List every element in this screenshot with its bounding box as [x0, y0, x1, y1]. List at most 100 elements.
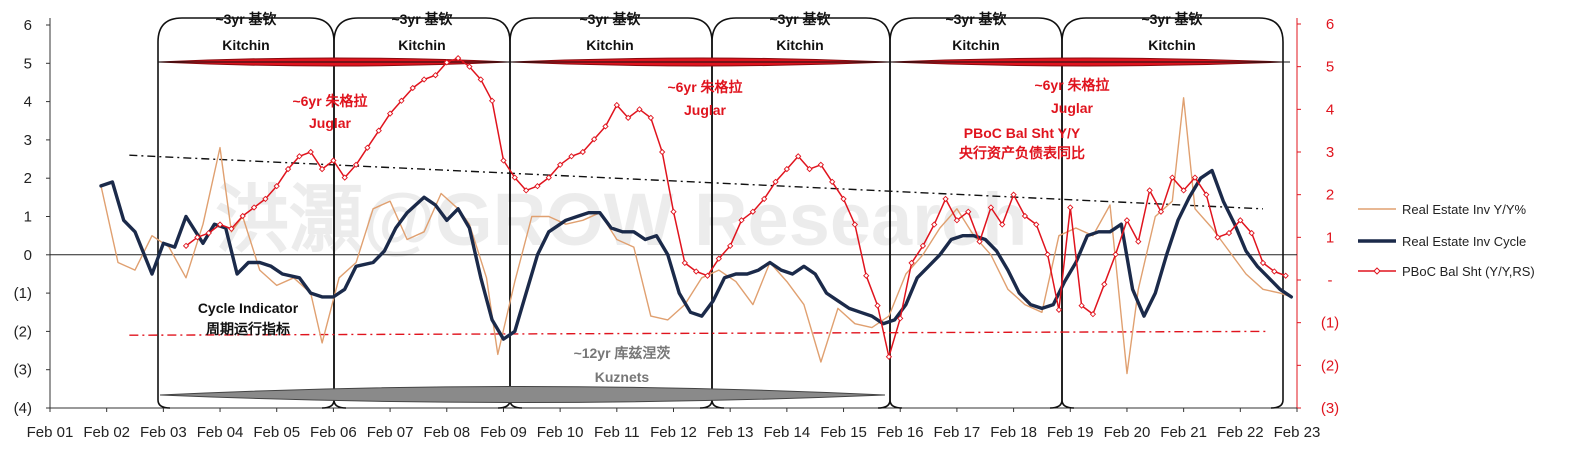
cycle-baseline [129, 330, 1269, 336]
kitchin-label-top: ~3yr 基钦 [945, 11, 1006, 27]
kitchin-box-corner [1049, 399, 1063, 409]
pboc-point [693, 268, 700, 275]
x-tick-label: Feb 14 [764, 424, 811, 441]
pboc-point [1078, 302, 1085, 309]
pboc-point [273, 182, 280, 190]
pboc-point [613, 101, 620, 109]
pboc-point [579, 148, 586, 156]
pboc-point [1225, 229, 1233, 237]
pboc-point [874, 302, 881, 309]
pboc-point [659, 148, 666, 156]
pboc-point [500, 157, 507, 164]
pboc-point [670, 208, 677, 215]
pboc-point [976, 238, 983, 245]
pboc-point [443, 59, 450, 66]
pboc-point [1282, 272, 1289, 279]
kitchin-box [889, 17, 1063, 400]
pboc-point [1055, 306, 1063, 314]
x-tick-label: Feb 22 [1217, 424, 1264, 441]
pboc-point [1237, 217, 1244, 224]
pboc-point [1123, 217, 1131, 224]
pboc-point [466, 63, 473, 70]
kitchin-label-bottom: Kitchin [1148, 37, 1195, 53]
kitchin-box [333, 17, 511, 400]
right-tick-label: - [1328, 272, 1333, 289]
pboc-point [284, 165, 292, 173]
kitchin-box-corner [699, 399, 713, 409]
cycle-indicator-en: Cycle Indicator [198, 300, 299, 316]
pboc-point [602, 123, 609, 130]
pboc-point [375, 127, 382, 134]
series-pboc-bal-sht [185, 57, 1287, 358]
pboc-point [1157, 208, 1165, 215]
pboc-point [386, 110, 394, 117]
kitchin-label-top: ~3yr 基钦 [215, 11, 276, 27]
right-tick-label: 5 [1326, 59, 1334, 76]
left-tick-label: 1 [24, 209, 32, 226]
pboc-label-cn: 央行资产负债表同比 [959, 145, 1085, 161]
pboc-point [432, 72, 439, 79]
pboc-point [228, 225, 235, 232]
kitchin-label-top: ~3yr 基钦 [1141, 11, 1202, 27]
x-tick-label: Feb 20 [1104, 424, 1151, 441]
axes: 6 5 4 3 2 1 0 (1) (2) (3) (4) 6 5 4 3 2 1 - (1) (2) (3) Feb 0… [14, 16, 1340, 441]
pboc-point [534, 182, 541, 190]
legend-label: Real Estate Inv Cycle [1402, 234, 1526, 249]
pboc-point [761, 195, 768, 203]
x-tick-label: Feb 12 [650, 424, 697, 441]
x-tick-label: Feb 11 [594, 424, 640, 441]
pboc-point [942, 195, 949, 203]
legend-marker [1373, 267, 1381, 275]
pboc-point [556, 161, 564, 168]
x-tick-label: Feb 09 [480, 424, 527, 441]
kitchin-box-corner [711, 399, 725, 409]
legend: Real Estate Inv Y/Y% Real Estate Inv Cycl… [1358, 202, 1535, 279]
right-tick-label: 6 [1326, 16, 1334, 33]
kuznets-label-bottom: Kuznets [595, 369, 650, 385]
pboc-point [840, 195, 847, 203]
pboc-point [1248, 229, 1255, 237]
pboc-point [738, 217, 745, 224]
x-tick-label: Feb 13 [707, 424, 754, 441]
pboc-point [1169, 174, 1176, 181]
pboc-point [454, 54, 462, 62]
pboc-point [851, 221, 859, 228]
x-tick-label: Feb 07 [367, 424, 414, 441]
watermark-text: 洪灝@GROW Research [215, 178, 1027, 261]
watermark: 洪灝@GROW Research [215, 178, 1027, 261]
x-tick-label: Feb 01 [27, 424, 74, 441]
pboc-point [409, 84, 416, 92]
pboc-point [727, 242, 734, 250]
pboc-point [398, 97, 405, 104]
pboc-point [863, 272, 870, 279]
kitchin-label-bottom: Kitchin [586, 37, 633, 53]
pboc-point [341, 174, 348, 181]
kitchin-box [509, 17, 713, 400]
pboc-point [1010, 191, 1017, 198]
kitchin-box-corner [157, 399, 171, 409]
pboc-point [262, 195, 269, 203]
kitchin-label-top: ~3yr 基钦 [769, 11, 830, 27]
pboc-point [545, 174, 552, 181]
pboc-point [1271, 268, 1278, 275]
pboc-point [987, 204, 995, 211]
cycle-indicator-cn: 周期运行指标 [206, 321, 290, 337]
pboc-point [749, 208, 756, 215]
pboc-point [999, 221, 1006, 228]
left-tick-label: (4) [14, 400, 32, 417]
pboc-point [1135, 238, 1142, 245]
pboc-point [806, 165, 813, 173]
legend-label: PBoC Bal Sht (Y/Y,RS) [1402, 264, 1535, 279]
series-real-estate-inv-cycle [99, 168, 1293, 341]
kuznets-label-top: ~12yr 库兹涅茨 [574, 345, 671, 361]
pboc-point [1214, 234, 1221, 241]
pboc-point [182, 242, 190, 250]
pboc-point [885, 353, 893, 360]
pboc-point [1089, 310, 1097, 318]
pboc-point [772, 178, 779, 186]
pboc-point [568, 153, 575, 160]
juglar-label-top: ~6yr 朱格拉 [292, 93, 367, 109]
cycle-bands [129, 17, 1290, 409]
